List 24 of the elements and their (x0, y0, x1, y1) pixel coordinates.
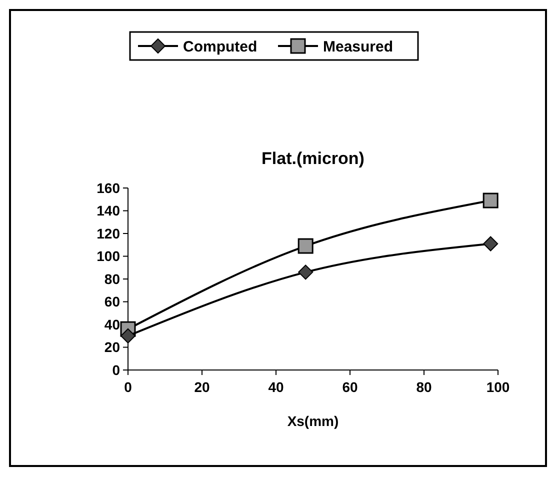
x-tick-label: 20 (194, 379, 210, 395)
y-tick-label: 20 (104, 339, 120, 356)
x-tick-label: 60 (342, 379, 358, 395)
y-tick-label: 100 (96, 248, 120, 264)
y-tick-label: 60 (104, 294, 120, 310)
y-tick-label: 0 (112, 362, 120, 378)
legend-label: Measured (323, 38, 394, 56)
x-tick-label: 40 (268, 379, 284, 395)
x-axis-title: Xs(mm) (287, 413, 339, 429)
x-tick-label: 80 (416, 379, 432, 395)
x-tick-label: 100 (486, 379, 510, 395)
point (482, 192, 498, 208)
y-tick-label: 160 (96, 180, 120, 196)
point (120, 328, 136, 344)
y-tick-label: 80 (104, 270, 120, 287)
chart-title: Flat.(micron) (262, 149, 364, 168)
legend-label: Computed (183, 38, 258, 56)
point (483, 236, 498, 252)
y-tick-label: 40 (104, 316, 120, 332)
y-tick-label: 120 (96, 225, 120, 242)
x-tick-label: 0 (124, 379, 132, 395)
point (298, 238, 314, 254)
y-tick-label: 140 (96, 202, 120, 219)
point (298, 264, 314, 280)
